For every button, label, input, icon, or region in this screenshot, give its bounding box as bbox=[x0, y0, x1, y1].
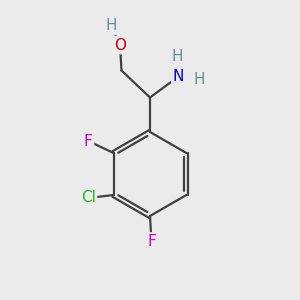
Text: Cl: Cl bbox=[81, 190, 96, 206]
Text: N: N bbox=[173, 69, 184, 84]
Text: O: O bbox=[114, 38, 126, 52]
Text: H: H bbox=[194, 72, 205, 87]
Text: F: F bbox=[84, 134, 92, 148]
Text: H: H bbox=[105, 18, 117, 33]
Text: H: H bbox=[171, 50, 183, 64]
Text: F: F bbox=[147, 234, 156, 249]
